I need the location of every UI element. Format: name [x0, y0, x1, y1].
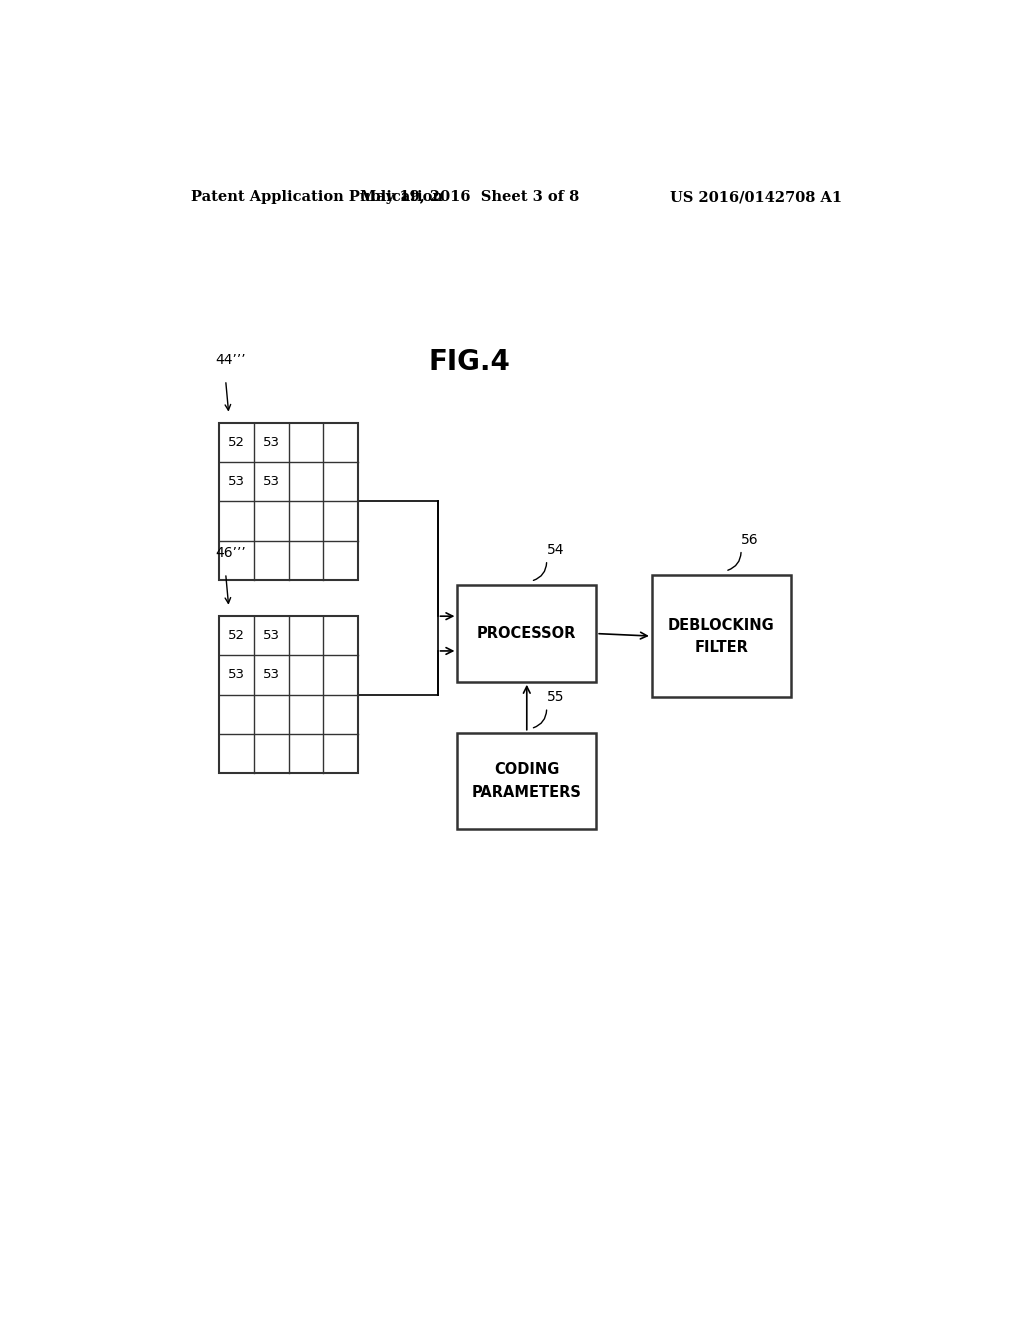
Text: 44’’’: 44’’’: [215, 352, 246, 367]
Bar: [219, 422, 358, 581]
Text: 53: 53: [263, 436, 280, 449]
Text: 52: 52: [228, 628, 245, 642]
Text: 53: 53: [228, 668, 245, 681]
Text: Patent Application Publication: Patent Application Publication: [191, 190, 443, 205]
Text: FIG.4: FIG.4: [428, 347, 510, 376]
Text: 53: 53: [263, 628, 280, 642]
Text: May 19, 2016  Sheet 3 of 8: May 19, 2016 Sheet 3 of 8: [359, 190, 579, 205]
Bar: [458, 585, 596, 682]
Text: 54: 54: [547, 543, 564, 557]
Text: 53: 53: [263, 668, 280, 681]
Text: US 2016/0142708 A1: US 2016/0142708 A1: [670, 190, 842, 205]
Text: 53: 53: [228, 475, 245, 488]
Text: CODING
PARAMETERS: CODING PARAMETERS: [472, 763, 582, 800]
Bar: [219, 615, 358, 774]
Text: 52: 52: [228, 436, 245, 449]
Text: 46’’’: 46’’’: [215, 546, 246, 560]
Bar: [458, 733, 596, 829]
Text: PROCESSOR: PROCESSOR: [477, 626, 577, 642]
Text: DEBLOCKING
FILTER: DEBLOCKING FILTER: [668, 618, 774, 655]
Text: 56: 56: [741, 533, 759, 546]
Bar: [652, 576, 791, 697]
Text: 55: 55: [547, 690, 564, 704]
Text: 53: 53: [263, 475, 280, 488]
